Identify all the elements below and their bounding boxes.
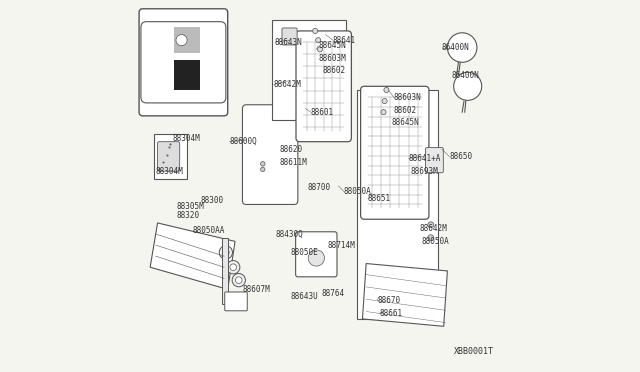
FancyBboxPatch shape [296, 31, 351, 142]
Circle shape [312, 28, 318, 33]
Bar [174, 61, 200, 90]
Polygon shape [362, 263, 447, 326]
Text: 88641+A: 88641+A [408, 154, 441, 163]
Bar [222, 238, 228, 304]
Text: 88050AA: 88050AA [193, 226, 225, 235]
Text: 88643N: 88643N [275, 38, 303, 46]
FancyBboxPatch shape [296, 232, 337, 277]
Text: 88300: 88300 [200, 196, 223, 205]
Circle shape [220, 246, 232, 259]
Bar [357, 90, 438, 319]
FancyBboxPatch shape [426, 148, 444, 173]
Text: 88642M: 88642M [420, 224, 447, 233]
Circle shape [454, 72, 482, 100]
Text: 88050E: 88050E [291, 248, 318, 257]
Circle shape [447, 33, 477, 62]
Text: 88642M: 88642M [274, 80, 301, 89]
Text: 88645N: 88645N [392, 118, 420, 127]
Text: 86400N: 86400N [451, 71, 479, 80]
Text: 88641: 88641 [333, 36, 356, 45]
FancyBboxPatch shape [139, 9, 228, 116]
Text: 88304M: 88304M [156, 167, 184, 176]
Text: 88643U: 88643U [291, 292, 318, 301]
Polygon shape [150, 223, 235, 289]
Text: 88602: 88602 [323, 66, 346, 75]
Text: 88050A: 88050A [344, 187, 372, 196]
Circle shape [236, 277, 242, 283]
Text: 88693M: 88693M [410, 167, 438, 176]
Circle shape [317, 47, 323, 52]
Circle shape [381, 110, 386, 115]
Text: 88620: 88620 [280, 145, 303, 154]
Text: 86400N: 86400N [442, 43, 470, 52]
Circle shape [428, 235, 434, 241]
Text: 88714M: 88714M [328, 241, 355, 250]
Text: 88320: 88320 [176, 211, 199, 220]
Circle shape [382, 99, 387, 104]
Text: 88602: 88602 [394, 106, 417, 115]
Circle shape [232, 273, 245, 287]
Text: XBB0001T: XBB0001T [454, 347, 493, 356]
Text: 88670: 88670 [377, 296, 401, 305]
Bar [272, 20, 346, 119]
Circle shape [384, 87, 389, 93]
Bar [154, 134, 187, 179]
FancyBboxPatch shape [157, 142, 180, 171]
Text: 88661: 88661 [379, 309, 402, 318]
Circle shape [176, 35, 187, 46]
Text: 88650: 88650 [449, 152, 472, 161]
Text: 88603N: 88603N [394, 93, 422, 102]
Text: 88645N: 88645N [318, 41, 346, 50]
Text: 88764: 88764 [322, 289, 345, 298]
Circle shape [260, 167, 265, 171]
FancyBboxPatch shape [225, 292, 247, 311]
Circle shape [428, 222, 434, 228]
Text: 88050A: 88050A [422, 237, 449, 246]
Text: 88305M: 88305M [176, 202, 204, 211]
FancyBboxPatch shape [282, 28, 297, 45]
FancyBboxPatch shape [141, 22, 226, 103]
Circle shape [223, 249, 229, 256]
Circle shape [227, 260, 240, 274]
Circle shape [260, 161, 265, 166]
Text: 88651: 88651 [368, 195, 391, 203]
Circle shape [230, 264, 237, 270]
Circle shape [316, 38, 321, 43]
Bar [174, 27, 200, 53]
Text: 88304M: 88304M [172, 134, 200, 142]
Circle shape [308, 250, 324, 266]
Text: 88603M: 88603M [318, 54, 346, 63]
Text: 88700: 88700 [307, 183, 330, 192]
Text: 88430Q: 88430Q [276, 230, 303, 238]
Text: 88600Q: 88600Q [230, 137, 257, 146]
FancyBboxPatch shape [360, 86, 429, 219]
Text: 88601: 88601 [311, 108, 334, 117]
Text: 88607M: 88607M [243, 285, 270, 294]
Text: 88611M: 88611M [280, 157, 307, 167]
FancyBboxPatch shape [243, 105, 298, 205]
